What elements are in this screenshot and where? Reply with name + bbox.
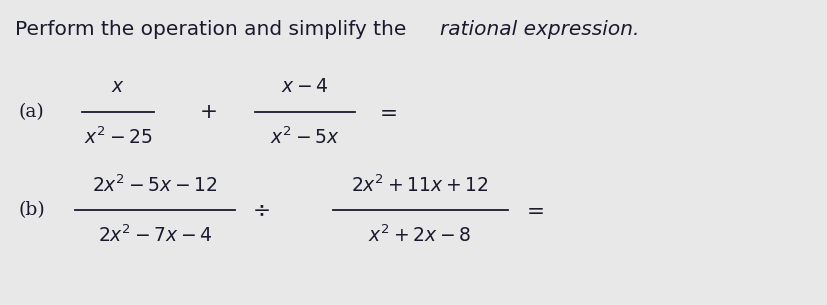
Text: $2x^2-7x-4$: $2x^2-7x-4$ [98, 224, 213, 246]
Text: $x-4$: $x-4$ [281, 77, 329, 96]
Text: rational expression.: rational expression. [440, 20, 639, 39]
Text: $=$: $=$ [375, 102, 397, 122]
Text: $2x^2-5x-12$: $2x^2-5x-12$ [92, 174, 218, 196]
Text: $\div$: $\div$ [252, 200, 270, 220]
Text: $2x^2+11x+12$: $2x^2+11x+12$ [351, 174, 489, 196]
Text: $x^2+2x-8$: $x^2+2x-8$ [369, 224, 471, 246]
Text: (b): (b) [18, 201, 45, 219]
Text: $x^2-25$: $x^2-25$ [84, 126, 152, 148]
Text: (a): (a) [18, 103, 44, 121]
Text: $+$: $+$ [199, 102, 217, 122]
Text: $=$: $=$ [522, 200, 544, 220]
Text: Perform the operation and simplify the: Perform the operation and simplify the [15, 20, 413, 39]
Text: $x^2-5x$: $x^2-5x$ [270, 126, 340, 148]
Text: $x$: $x$ [111, 77, 125, 96]
